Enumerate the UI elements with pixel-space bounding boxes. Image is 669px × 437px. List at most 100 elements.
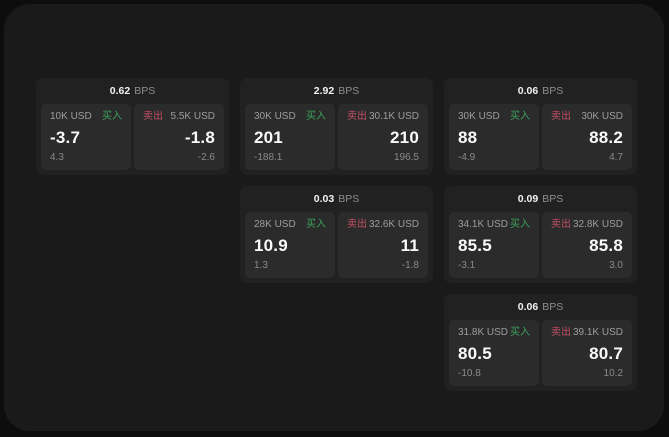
bps-value: 0.06 <box>517 301 539 313</box>
sell-delta: -2.6 <box>197 152 215 163</box>
quote-card: 0.06 BPS 30K USD 买入 88 -4.9 卖出 30K USD 8… <box>444 78 637 175</box>
bps-unit-label: BPS <box>542 85 564 97</box>
buy-panel-top-row: 28K USD 买入 <box>254 220 326 230</box>
buy-amount: 30K USD <box>458 111 500 122</box>
sell-label: 卖出 <box>551 111 571 122</box>
buy-delta: 4.3 <box>50 152 64 163</box>
sell-delta: 10.2 <box>603 368 623 379</box>
card-panes: 28K USD 买入 10.9 1.3 卖出 32.6K USD 11 -1.8 <box>240 212 433 278</box>
quote-card: 0.03 BPS 28K USD 买入 10.9 1.3 卖出 32.6K US… <box>240 186 433 283</box>
buy-delta: -10.8 <box>458 368 481 379</box>
buy-price: 10.9 <box>254 236 288 255</box>
bps-unit-label: BPS <box>542 193 564 205</box>
sell-panel-top-row: 卖出 5.5K USD <box>143 112 215 122</box>
buy-panel-top-row: 34.1K USD 买入 <box>458 220 530 230</box>
card-header: 2.92 BPS <box>240 78 433 104</box>
bps-value: 0.62 <box>109 85 131 97</box>
buy-panel[interactable]: 30K USD 买入 88 -4.9 <box>449 104 539 170</box>
buy-label: 买入 <box>102 111 122 122</box>
buy-panel[interactable]: 10K USD 买入 -3.7 4.3 <box>41 104 131 170</box>
buy-price: 80.5 <box>458 344 492 363</box>
buy-amount: 10K USD <box>50 111 92 122</box>
buy-amount: 30K USD <box>254 111 296 122</box>
buy-panel[interactable]: 34.1K USD 买入 85.5 -3.1 <box>449 212 539 278</box>
sell-panel-top-row: 卖出 32.8K USD <box>551 220 623 230</box>
sell-label: 卖出 <box>347 111 367 122</box>
bps-unit-label: BPS <box>134 85 156 97</box>
sell-label: 卖出 <box>551 327 571 338</box>
sell-price: 80.7 <box>589 344 623 363</box>
sell-label: 卖出 <box>347 219 367 230</box>
buy-delta: -4.9 <box>458 152 476 163</box>
quote-card: 2.92 BPS 30K USD 买入 201 -188.1 卖出 30.1K … <box>240 78 433 175</box>
buy-panel[interactable]: 28K USD 买入 10.9 1.3 <box>245 212 335 278</box>
sell-panel-top-row: 卖出 32.6K USD <box>347 220 419 230</box>
sell-panel-top-row: 卖出 39.1K USD <box>551 328 623 338</box>
buy-delta: -188.1 <box>254 152 283 163</box>
buy-amount: 34.1K USD <box>458 219 509 230</box>
buy-panel[interactable]: 30K USD 买入 201 -188.1 <box>245 104 335 170</box>
buy-label: 买入 <box>510 219 530 230</box>
buy-delta: 1.3 <box>254 260 268 271</box>
bps-value: 0.06 <box>517 85 539 97</box>
card-header: 0.06 BPS <box>444 294 637 320</box>
bps-unit-label: BPS <box>338 85 360 97</box>
bps-unit-label: BPS <box>542 301 564 313</box>
sell-panel[interactable]: 卖出 32.6K USD 11 -1.8 <box>338 212 428 278</box>
buy-panel-top-row: 31.8K USD 买入 <box>458 328 530 338</box>
card-panes: 30K USD 买入 88 -4.9 卖出 30K USD 88.2 4.7 <box>444 104 637 170</box>
card-panes: 10K USD 买入 -3.7 4.3 卖出 5.5K USD -1.8 -2.… <box>36 104 229 170</box>
card-panes: 34.1K USD 买入 85.5 -3.1 卖出 32.8K USD 85.8… <box>444 212 637 278</box>
bps-value: 0.03 <box>313 193 335 205</box>
buy-panel-top-row: 10K USD 买入 <box>50 112 122 122</box>
buy-price: -3.7 <box>50 128 81 147</box>
bps-unit-label: BPS <box>338 193 360 205</box>
buy-price: 201 <box>254 128 283 147</box>
sell-label: 卖出 <box>551 219 571 230</box>
buy-price: 85.5 <box>458 236 492 255</box>
card-header: 0.62 BPS <box>36 78 229 104</box>
sell-label: 卖出 <box>143 111 163 122</box>
card-header: 0.06 BPS <box>444 78 637 104</box>
sell-panel-top-row: 卖出 30K USD <box>551 112 623 122</box>
buy-panel-top-row: 30K USD 买入 <box>458 112 530 122</box>
card-header: 0.09 BPS <box>444 186 637 212</box>
sell-amount: 5.5K USD <box>170 111 215 122</box>
buy-label: 买入 <box>306 219 326 230</box>
quote-card: 0.09 BPS 34.1K USD 买入 85.5 -3.1 卖出 32.8K… <box>444 186 637 283</box>
buy-amount: 28K USD <box>254 219 296 230</box>
sell-delta: 4.7 <box>609 152 623 163</box>
sell-amount: 30.1K USD <box>368 111 419 122</box>
buy-amount: 31.8K USD <box>458 327 509 338</box>
quote-card: 0.62 BPS 10K USD 买入 -3.7 4.3 卖出 5.5K USD… <box>36 78 229 175</box>
sell-price: 85.8 <box>589 236 623 255</box>
sell-panel-top-row: 卖出 30.1K USD <box>347 112 419 122</box>
buy-panel-top-row: 30K USD 买入 <box>254 112 326 122</box>
card-header: 0.03 BPS <box>240 186 433 212</box>
sell-delta: 196.5 <box>393 152 419 163</box>
sell-price: 88.2 <box>589 128 623 147</box>
sell-panel[interactable]: 卖出 30K USD 88.2 4.7 <box>542 104 632 170</box>
buy-price: 88 <box>458 128 478 147</box>
bps-value: 0.09 <box>517 193 539 205</box>
sell-panel[interactable]: 卖出 32.8K USD 85.8 3.0 <box>542 212 632 278</box>
sell-amount: 32.8K USD <box>572 219 623 230</box>
card-panes: 30K USD 买入 201 -188.1 卖出 30.1K USD 210 1… <box>240 104 433 170</box>
card-panes: 31.8K USD 买入 80.5 -10.8 卖出 39.1K USD 80.… <box>444 320 637 386</box>
sell-delta: -1.8 <box>401 260 419 271</box>
bps-value: 2.92 <box>313 85 335 97</box>
buy-panel[interactable]: 31.8K USD 买入 80.5 -10.8 <box>449 320 539 386</box>
buy-delta: -3.1 <box>458 260 476 271</box>
sell-price: 11 <box>400 236 419 255</box>
sell-price: -1.8 <box>184 128 215 147</box>
sell-panel[interactable]: 卖出 30.1K USD 210 196.5 <box>338 104 428 170</box>
sell-panel[interactable]: 卖出 5.5K USD -1.8 -2.6 <box>134 104 224 170</box>
buy-label: 买入 <box>510 327 530 338</box>
sell-price: 210 <box>390 128 419 147</box>
buy-label: 买入 <box>510 111 530 122</box>
sell-amount: 39.1K USD <box>572 327 623 338</box>
sell-delta: 3.0 <box>609 260 623 271</box>
sell-amount: 30K USD <box>581 111 623 122</box>
sell-panel[interactable]: 卖出 39.1K USD 80.7 10.2 <box>542 320 632 386</box>
